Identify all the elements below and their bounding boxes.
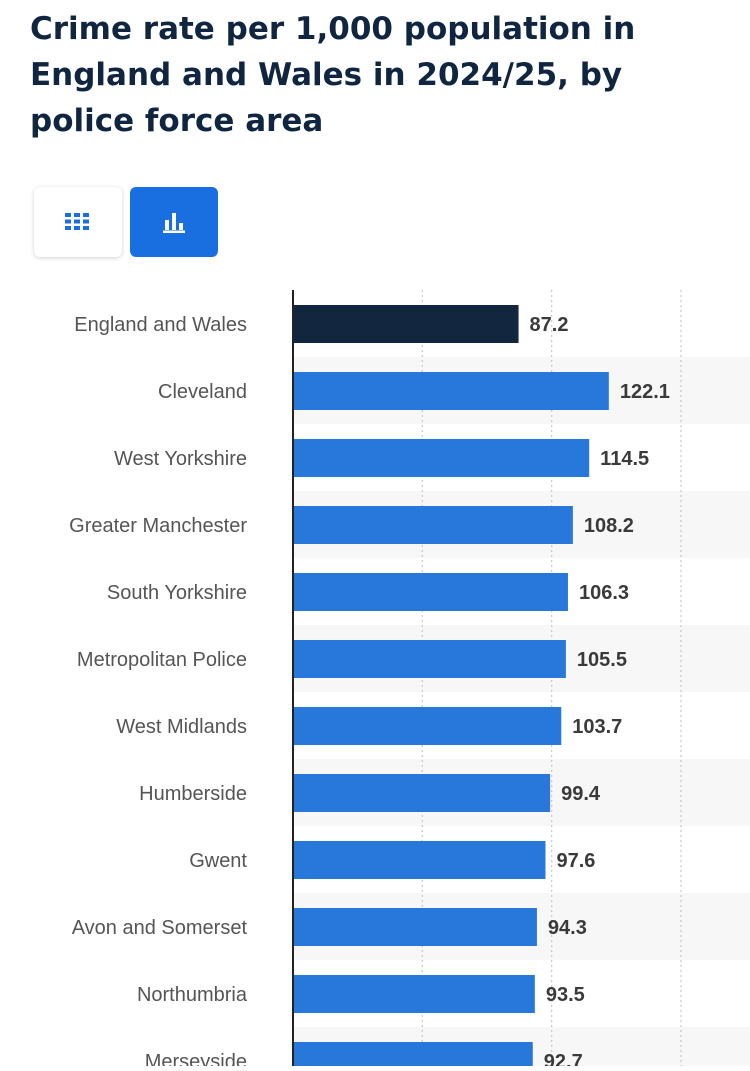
value-label: 106.3 xyxy=(579,582,629,604)
bar[interactable] xyxy=(293,908,537,946)
bar[interactable] xyxy=(293,506,573,544)
category-label: England and Wales xyxy=(74,314,247,336)
bar[interactable] xyxy=(293,573,568,611)
category-label: Humberside xyxy=(139,783,247,805)
category-label: Merseyside xyxy=(145,1051,247,1066)
value-label: 122.1 xyxy=(620,381,670,403)
category-label: West Midlands xyxy=(116,716,247,738)
bar[interactable] xyxy=(293,305,519,343)
value-label: 99.4 xyxy=(561,783,601,805)
value-label: 114.5 xyxy=(600,448,649,470)
chart-title: Crime rate per 1,000 population in Engla… xyxy=(30,11,636,139)
category-label: Greater Manchester xyxy=(69,515,247,537)
value-label: 92.7 xyxy=(544,1051,583,1066)
bar[interactable] xyxy=(293,774,551,812)
category-label: Northumbria xyxy=(137,984,248,1006)
bar[interactable] xyxy=(293,841,546,879)
bar[interactable] xyxy=(293,439,590,477)
category-label: Gwent xyxy=(189,850,247,872)
value-label: 93.5 xyxy=(546,984,585,1006)
category-label: Cleveland xyxy=(158,381,247,403)
grid-icon xyxy=(65,213,89,230)
view-toggle xyxy=(34,187,218,257)
bar-chart-icon xyxy=(163,213,185,233)
bar-chart: England and Wales 87.2 Cleveland 122.1 West … xyxy=(69,290,750,1071)
value-label: 103.7 xyxy=(572,716,622,738)
table-view-button[interactable] xyxy=(34,187,122,257)
bar[interactable] xyxy=(293,372,609,410)
value-label: 87.2 xyxy=(530,314,569,336)
bar[interactable] xyxy=(293,640,566,678)
bar[interactable] xyxy=(293,1042,533,1071)
chart-area: England and Wales 87.2 Cleveland 122.1 West … xyxy=(0,290,750,1071)
value-label: 94.3 xyxy=(548,917,587,939)
category-label: Metropolitan Police xyxy=(77,649,247,671)
value-label: 108.2 xyxy=(584,515,634,537)
category-label: South Yorkshire xyxy=(107,582,247,604)
value-label: 105.5 xyxy=(577,649,627,671)
category-label: Avon and Somerset xyxy=(72,917,248,939)
value-label: 97.6 xyxy=(556,850,595,872)
bar[interactable] xyxy=(293,707,562,745)
bar[interactable] xyxy=(293,975,535,1013)
chart-view-button[interactable] xyxy=(130,187,218,257)
category-label: West Yorkshire xyxy=(114,448,247,470)
